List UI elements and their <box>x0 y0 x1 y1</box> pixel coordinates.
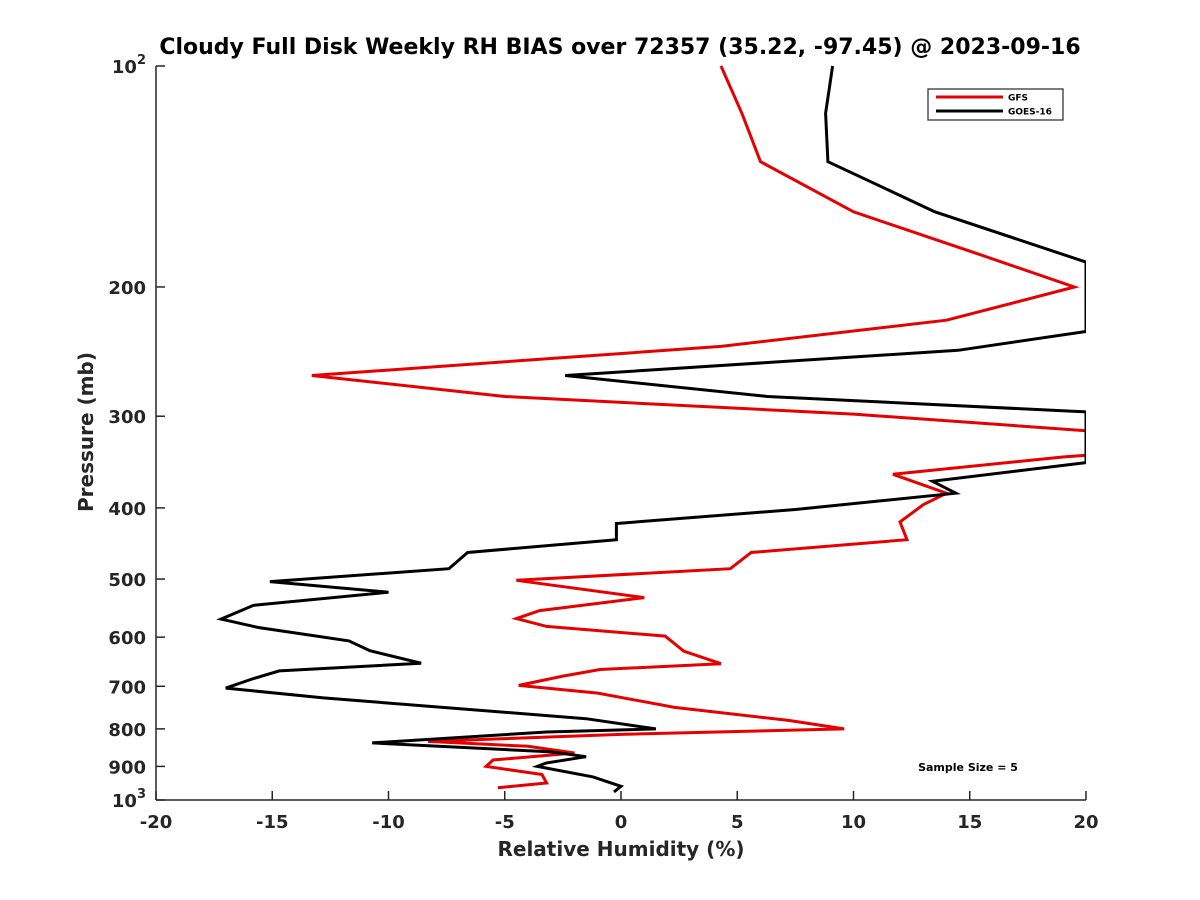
y-tick-label: 800 <box>108 720 146 741</box>
chart-title: Cloudy Full Disk Weekly RH BIAS over 723… <box>159 35 1080 60</box>
y-axis-label: Pressure (mb) <box>74 352 98 512</box>
x-tick-label: -5 <box>495 812 515 833</box>
y-tick-label: 500 <box>108 570 146 591</box>
x-tick-label: -20 <box>140 812 173 833</box>
x-tick-label: 15 <box>957 812 982 833</box>
x-tick-label: -10 <box>372 812 405 833</box>
x-tick-label: 0 <box>615 812 628 833</box>
y-tick-label: 200 <box>108 278 146 299</box>
x-tick-label: -15 <box>256 812 289 833</box>
series-line-gfs <box>311 65 1086 790</box>
legend-box <box>927 88 1064 121</box>
x-axis-label: Relative Humidity (%) <box>497 837 744 861</box>
y-tick-label: 400 <box>108 499 146 520</box>
y-tick-label: 103 <box>112 787 146 812</box>
x-tick-label: 20 <box>1073 812 1098 833</box>
y-tick-label: 102 <box>112 53 146 78</box>
x-axis-ticks: -20 -15 -10 -5 0 5 10 15 20 <box>140 791 1099 833</box>
legend-label: GOES-16 <box>1008 108 1052 118</box>
y-axis-ticks: 102 200 300 400 500 600 700 800 900 103 <box>108 53 165 812</box>
y-tick-label: 900 <box>108 757 146 778</box>
y-tick-label: 600 <box>108 628 146 649</box>
sample-size-annotation: Sample Size = 5 <box>918 761 1018 774</box>
legend-label: GFS <box>1008 94 1028 104</box>
series-line-goes-16 <box>216 65 1086 794</box>
legend: GFS GOES-16 <box>927 88 1064 121</box>
plot-area <box>155 65 1086 801</box>
x-tick-label: 5 <box>731 812 744 833</box>
y-tick-label: 700 <box>108 677 146 698</box>
x-tick-label: 10 <box>841 812 866 833</box>
y-tick-label: 300 <box>108 407 146 428</box>
